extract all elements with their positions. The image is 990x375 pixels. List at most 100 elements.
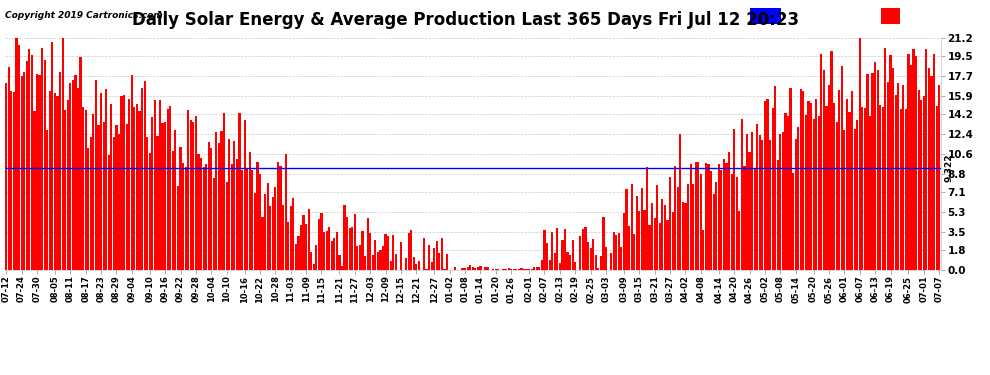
Bar (271, 196, 274, 270)
Bar (644, 210, 645, 270)
Bar (721, 170, 723, 270)
Bar (323, 232, 325, 270)
Bar (602, 217, 605, 270)
Bar (139, 111, 141, 270)
Bar (641, 188, 643, 270)
Bar (574, 262, 576, 270)
Bar (713, 194, 715, 270)
Bar (197, 154, 200, 270)
Bar (843, 130, 845, 270)
Bar (887, 82, 889, 270)
Bar (851, 91, 853, 270)
Bar (256, 162, 258, 270)
Bar (879, 105, 881, 270)
Bar (284, 154, 287, 270)
Bar (679, 134, 681, 270)
Bar (59, 72, 61, 270)
Bar (626, 189, 628, 270)
Bar (221, 130, 223, 270)
Bar (231, 164, 233, 270)
Bar (453, 267, 455, 270)
Bar (684, 202, 686, 270)
Bar (848, 112, 850, 270)
Bar (889, 55, 892, 270)
Bar (702, 230, 705, 270)
Bar (382, 246, 384, 270)
Bar (915, 56, 918, 270)
Bar (205, 164, 207, 270)
Bar (410, 230, 412, 270)
Bar (213, 178, 215, 270)
Bar (731, 174, 733, 270)
Bar (108, 155, 110, 270)
Bar (539, 267, 541, 270)
Bar (269, 206, 271, 270)
Bar (715, 182, 718, 270)
Bar (379, 250, 381, 270)
Bar (556, 228, 558, 270)
Bar (936, 106, 938, 270)
Bar (126, 124, 128, 270)
Bar (884, 48, 886, 270)
Bar (290, 206, 292, 270)
Text: Average  (kWh): Average (kWh) (785, 10, 864, 20)
Bar (253, 193, 256, 270)
Bar (764, 100, 766, 270)
Bar (836, 122, 838, 270)
FancyBboxPatch shape (749, 8, 781, 24)
Bar (239, 113, 241, 270)
Bar (469, 266, 471, 270)
Bar (177, 186, 179, 270)
Bar (736, 177, 738, 270)
Bar (336, 232, 338, 270)
Bar (436, 240, 438, 270)
Bar (136, 104, 138, 270)
Bar (428, 245, 431, 270)
Bar (369, 233, 371, 270)
Bar (423, 238, 425, 270)
Bar (218, 143, 220, 270)
Bar (277, 162, 279, 270)
Bar (669, 177, 671, 270)
Bar (776, 160, 779, 270)
Bar (287, 222, 289, 270)
Bar (610, 254, 612, 270)
Bar (123, 95, 125, 270)
Bar (758, 135, 761, 270)
Bar (553, 253, 555, 270)
Bar (826, 106, 828, 270)
Bar (49, 91, 50, 270)
Bar (171, 151, 174, 270)
Bar (464, 268, 466, 270)
Bar (587, 242, 589, 270)
Bar (408, 232, 410, 270)
Bar (526, 269, 528, 270)
Bar (392, 235, 394, 270)
Bar (784, 113, 786, 270)
Bar (845, 99, 848, 270)
Bar (64, 110, 66, 270)
Bar (41, 48, 44, 270)
Bar (13, 92, 15, 270)
Bar (100, 93, 102, 270)
Bar (792, 173, 794, 270)
Bar (426, 269, 428, 270)
Bar (805, 115, 807, 270)
Bar (645, 167, 648, 270)
Bar (405, 258, 407, 270)
Bar (34, 111, 36, 270)
Bar (561, 240, 563, 270)
Bar (234, 141, 236, 270)
Bar (77, 88, 79, 270)
Bar (131, 75, 133, 270)
Bar (259, 174, 261, 270)
Bar (621, 247, 623, 270)
Bar (566, 252, 568, 270)
Bar (634, 234, 636, 270)
Bar (733, 129, 736, 270)
Bar (344, 205, 346, 270)
Bar (631, 184, 633, 270)
Bar (876, 70, 879, 270)
Bar (705, 163, 707, 270)
Bar (708, 164, 710, 270)
